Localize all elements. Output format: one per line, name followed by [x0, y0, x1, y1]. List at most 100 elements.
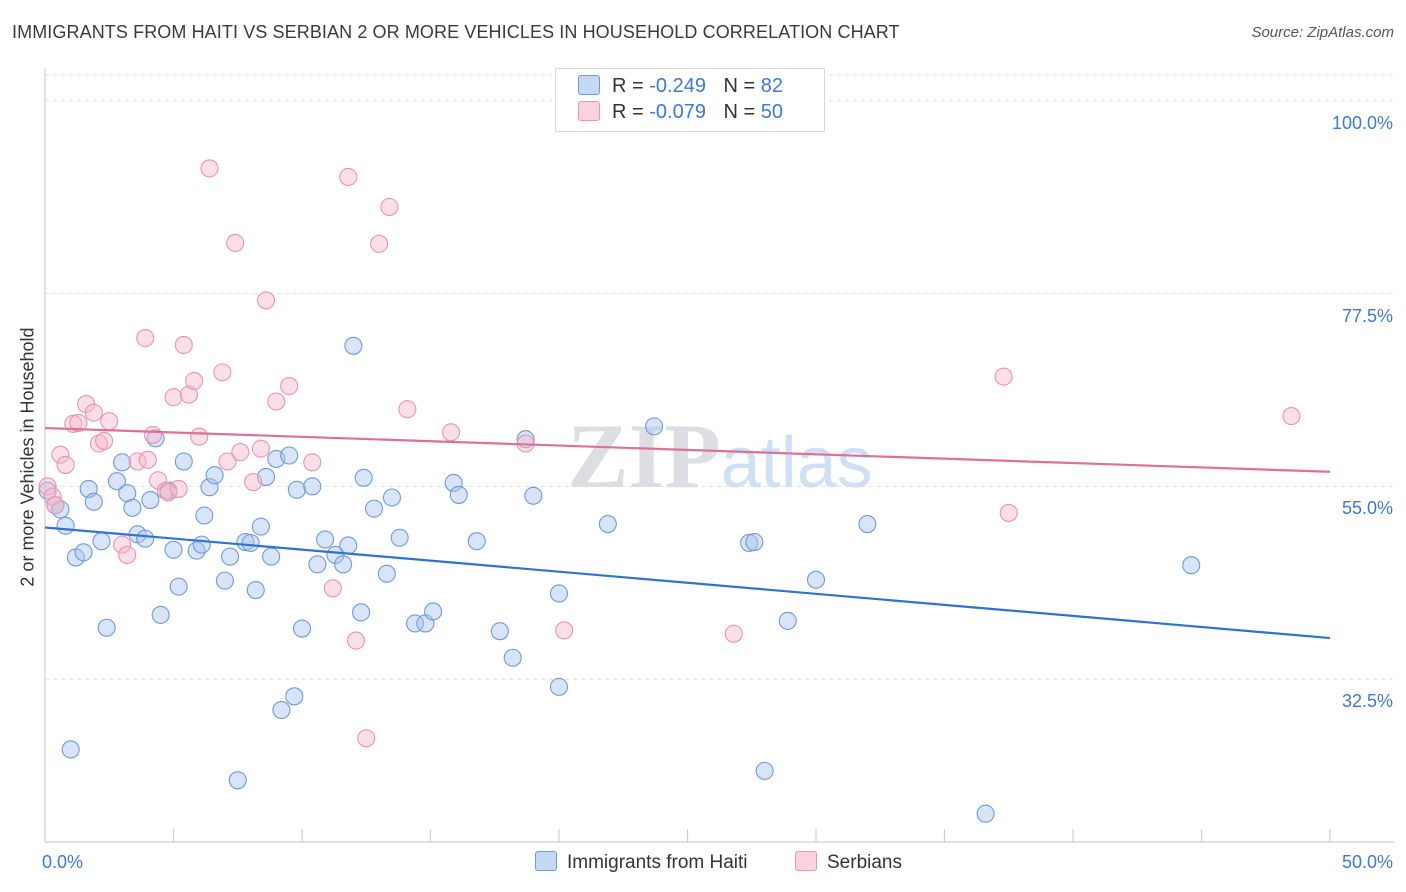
y-tick-label: 77.5% [1341, 305, 1393, 326]
haiti-point [364, 499, 384, 518]
haiti-point [38, 481, 57, 500]
haiti-point [308, 555, 327, 574]
haiti-point [444, 473, 463, 492]
haiti-swatch [578, 75, 600, 95]
serbian-point [226, 233, 245, 253]
chart-title: IMMIGRANTS FROM HAITI VS SERBIAN 2 OR MO… [12, 22, 900, 42]
haiti-point [490, 622, 509, 641]
haiti-point [326, 545, 345, 564]
haiti-point [352, 603, 371, 622]
haiti-point [598, 515, 617, 534]
legend-label: Immigrants from Haiti [567, 852, 748, 873]
haiti-point [262, 547, 281, 566]
x-tick-label-min: 0.0% [42, 852, 84, 872]
haiti-point [334, 555, 353, 574]
haiti-point [316, 530, 335, 549]
serbian-point [46, 496, 65, 515]
n-value: 82 [760, 75, 784, 97]
serbian-point [231, 443, 250, 462]
y-tick-label: 100.0% [1331, 112, 1393, 133]
haiti-point [406, 614, 425, 633]
haiti-point [205, 466, 224, 485]
n-label: N = [723, 101, 756, 123]
n-label: N = [723, 75, 756, 97]
axes [44, 68, 1394, 843]
y-axis-title: 2 or more Vehicles in Household [17, 327, 38, 587]
serbian-point [1282, 407, 1301, 426]
serbian-point [190, 427, 209, 446]
haiti-point [285, 687, 304, 706]
y-tick-label: 32.5% [1341, 691, 1393, 712]
serbian-point [159, 483, 178, 502]
haiti-point [228, 771, 247, 790]
haiti-point [61, 740, 80, 759]
serbian-trend-line [44, 426, 1331, 473]
serbian-point [113, 535, 132, 554]
serbian-point [213, 363, 232, 382]
serbians-legend-swatch [795, 851, 817, 871]
serbian-point [118, 545, 137, 564]
serbian-point [179, 385, 198, 404]
haiti-point [354, 468, 373, 487]
serbian-point [84, 403, 103, 422]
serbian-point [398, 400, 417, 419]
haiti-point [339, 536, 358, 555]
haiti-point [287, 480, 306, 499]
serbian-point [100, 412, 119, 431]
haiti-point [107, 472, 127, 491]
serbian-point [164, 388, 183, 407]
stats-row-haiti: R = -0.249 N = 82 [578, 75, 783, 101]
haiti-point [56, 516, 75, 535]
legend-item-serbians: Serbians [795, 851, 902, 877]
serbian-point [323, 579, 342, 598]
haiti-point [806, 570, 826, 589]
haiti-point [740, 533, 759, 552]
data-points [38, 159, 1301, 823]
haiti-point [136, 529, 155, 548]
haiti-trend-line [44, 526, 1331, 640]
haiti-point [123, 498, 142, 517]
haiti-point [449, 485, 468, 504]
haiti-point [220, 547, 240, 566]
r-value: -0.079 [649, 101, 706, 123]
serbian-point [244, 473, 263, 492]
haiti-point [424, 602, 443, 621]
haiti-point [549, 584, 569, 603]
trend-lines [44, 426, 1331, 640]
haiti-point [467, 532, 486, 551]
serbian-point [143, 425, 162, 444]
serbian-point [174, 335, 193, 354]
haiti-point [215, 571, 234, 590]
serbian-point [200, 159, 219, 178]
haiti-point [141, 491, 160, 510]
haiti-point [192, 535, 211, 554]
legend-label: Serbians [827, 852, 902, 873]
watermark: ZIPatlas [567, 405, 872, 507]
r-label: R = [612, 101, 644, 123]
haiti-point [118, 484, 137, 503]
serbian-point [267, 392, 286, 411]
serbian-point [169, 479, 188, 498]
haiti-point [778, 611, 797, 630]
serbian-point [89, 434, 109, 453]
haiti-point [549, 677, 569, 696]
haiti-point [272, 700, 291, 720]
haiti-point [187, 541, 206, 560]
haiti-point [645, 417, 664, 436]
serbian-point [442, 423, 461, 442]
serbian-point [256, 291, 276, 310]
serbian-point [149, 471, 168, 490]
serbian-point [185, 371, 204, 390]
haiti-point [246, 580, 265, 600]
haiti-point [195, 506, 214, 525]
serbian-point [218, 452, 237, 471]
haiti-point [524, 486, 543, 505]
serbian-point [38, 477, 57, 496]
haiti-point [200, 478, 219, 497]
r-value: -0.249 [649, 75, 706, 97]
legend-item-haiti: Immigrants from Haiti [535, 851, 748, 877]
haiti-point [74, 543, 93, 562]
haiti-point [303, 477, 322, 496]
haiti-point [84, 492, 103, 511]
